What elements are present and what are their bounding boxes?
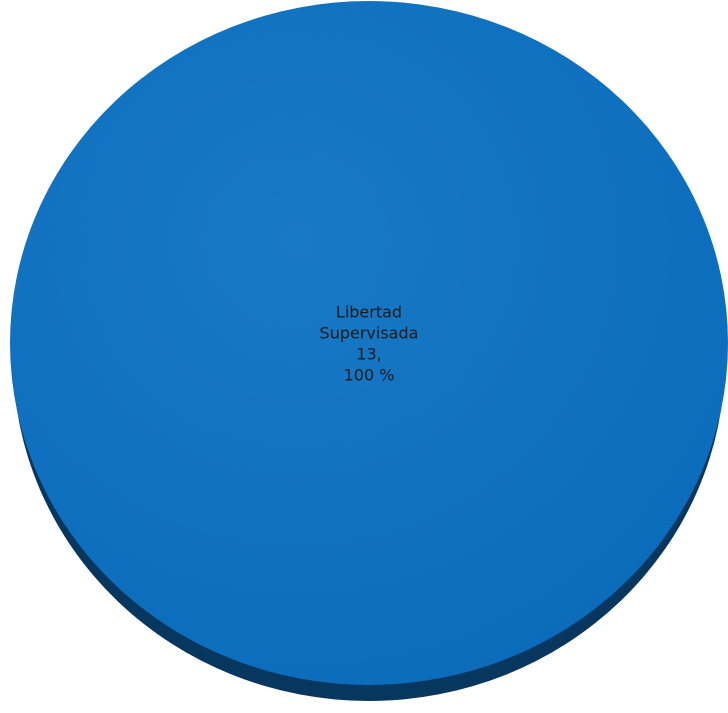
slice-label-text: Supervisada [320, 324, 419, 343]
pie-slices [10, 1, 728, 701]
pie-labels: Libertad Supervisada 13, 100 % [320, 303, 419, 385]
pie-slice [10, 1, 728, 685]
slice-label-text: Libertad [336, 303, 402, 322]
slice-percent-label: 100 % [344, 366, 395, 385]
slice-value-label: 13, [356, 345, 381, 364]
